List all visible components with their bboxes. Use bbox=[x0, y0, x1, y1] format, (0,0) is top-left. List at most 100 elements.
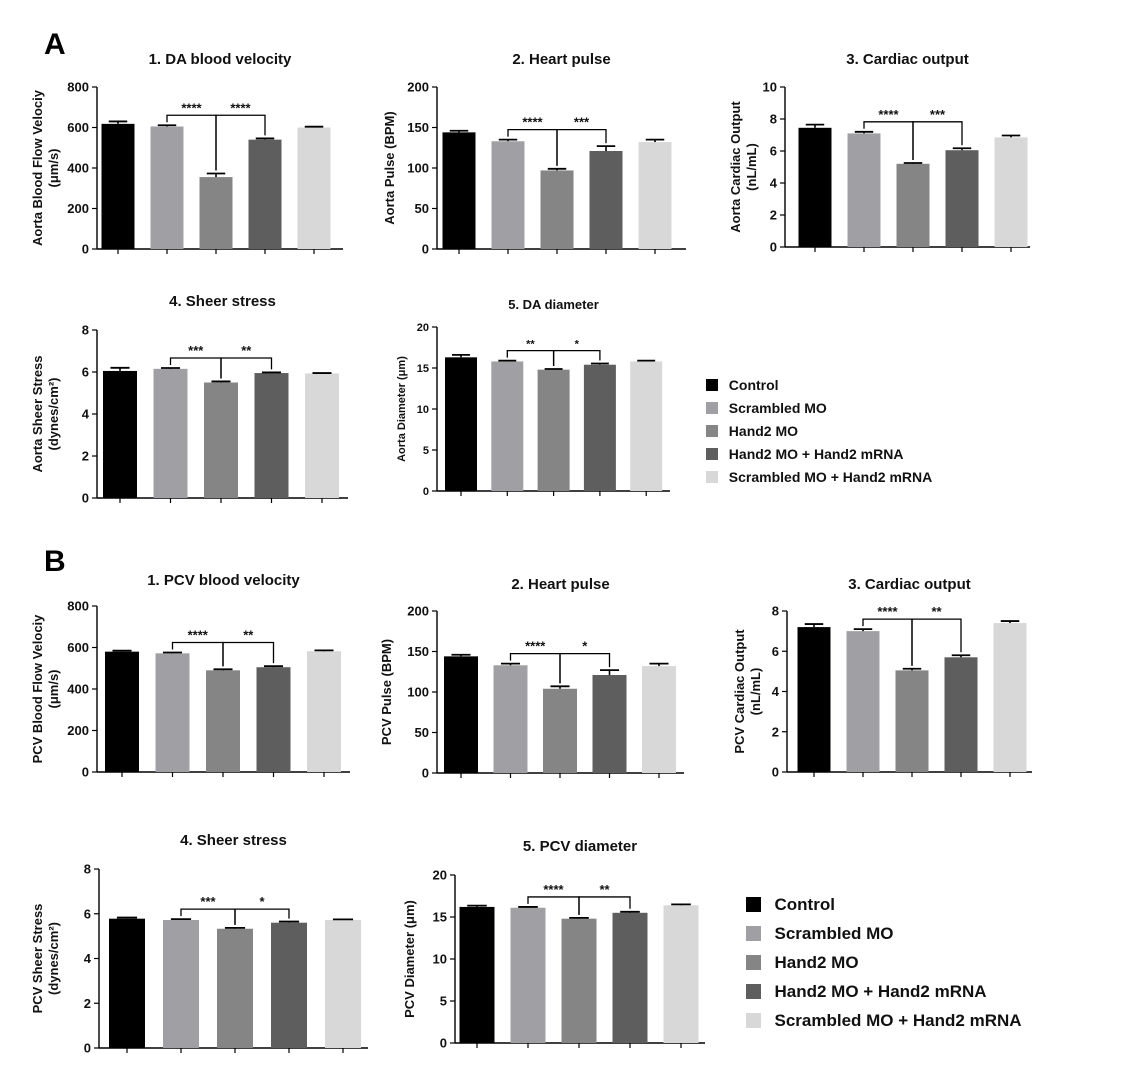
y-tick-label: 600 bbox=[67, 640, 89, 655]
bar-scrambled-mo-hand2-mrna bbox=[305, 373, 339, 498]
legend-swatch bbox=[746, 955, 761, 970]
y-tick-label: 400 bbox=[67, 682, 89, 697]
bar-scrambled-mo bbox=[163, 920, 199, 1048]
bracket-line bbox=[911, 618, 962, 666]
y-tick-label: 800 bbox=[67, 599, 89, 614]
y-axis-label: (nL/mL) bbox=[744, 143, 759, 191]
y-tick-label: 8 bbox=[82, 323, 89, 338]
significance-bracket: ** bbox=[578, 882, 631, 915]
legend-item-control: Control bbox=[706, 373, 932, 396]
y-tick-label: 4 bbox=[84, 951, 92, 966]
bar-control bbox=[797, 627, 831, 772]
y-axis-label: Aorta Blood Flow Velociy bbox=[30, 89, 45, 246]
bar-hand2-mo bbox=[896, 163, 930, 247]
significance-bracket: *** bbox=[912, 107, 963, 160]
legend-label: Scrambled MO + Hand2 mRNA bbox=[728, 468, 933, 485]
y-tick-label: 8 bbox=[772, 604, 779, 619]
significance-label: * bbox=[259, 894, 265, 909]
bar-scrambled-mo-hand2-mrna bbox=[297, 127, 331, 249]
significance-bracket: * bbox=[552, 339, 601, 366]
y-tick-label: 200 bbox=[67, 201, 89, 216]
legend-item-scrambled-mo: Scrambled MO bbox=[706, 396, 932, 419]
bar-scrambled-mo-hand2-mrna bbox=[993, 623, 1027, 772]
bar-scrambled-mo bbox=[493, 665, 528, 773]
bar-hand2-mo bbox=[895, 670, 929, 772]
y-tick-label: 2 bbox=[82, 449, 89, 464]
legend-item-hand2-mo-hand2-mrna: Hand2 MO + Hand2 mRNA bbox=[746, 977, 1022, 1006]
y-axis-label: Aorta Cardiac Output bbox=[728, 101, 743, 233]
y-tick-label: 200 bbox=[407, 604, 429, 619]
y-axis-label: (nL/mL) bbox=[748, 668, 763, 716]
bar-hand2-mo-hand2-mrna bbox=[256, 667, 291, 772]
legend-label: Control bbox=[774, 894, 835, 914]
legend-label: Hand2 MO + Hand2 mRNA bbox=[774, 981, 987, 1001]
y-tick-label: 4 bbox=[770, 176, 778, 191]
y-axis-label: PCV Diameter (μm) bbox=[402, 900, 417, 1018]
bar-control bbox=[442, 132, 476, 249]
bar-control bbox=[445, 357, 477, 491]
bracket-line bbox=[222, 641, 275, 667]
y-tick-label: 0 bbox=[423, 486, 429, 498]
bar-hand2-mo bbox=[543, 688, 577, 773]
bar-control bbox=[798, 127, 832, 247]
chart-title: 2. Heart pulse bbox=[511, 576, 609, 593]
chart-title: 4. Sheer stress bbox=[180, 832, 287, 849]
y-axis-label: (μm/s) bbox=[46, 669, 61, 708]
bar-hand2-mo-hand2-mrna bbox=[248, 139, 282, 249]
y-tick-label: 20 bbox=[417, 322, 429, 334]
panel-letter-a: A bbox=[44, 28, 66, 61]
y-axis-label: Aorta Diameter (μm) bbox=[396, 356, 408, 462]
legend-b: Control Scrambled MO Hand2 MO Hand2 MO + Ha… bbox=[746, 890, 1022, 1035]
y-tick-label: 0 bbox=[422, 242, 429, 257]
bracket-line bbox=[234, 908, 290, 925]
y-tick-label: 6 bbox=[770, 144, 777, 159]
significance-label: *** bbox=[930, 107, 946, 122]
y-tick-label: 5 bbox=[440, 994, 447, 1009]
bar-scrambled-mo bbox=[153, 368, 188, 498]
chart-title: 5. PCV diameter bbox=[523, 838, 637, 855]
bar-hand2-mo-hand2-mrna bbox=[945, 150, 979, 247]
legend-label: Control bbox=[728, 376, 779, 393]
y-tick-label: 200 bbox=[407, 80, 429, 95]
y-tick-label: 2 bbox=[772, 724, 779, 739]
y-axis-label: PCV Blood Flow Velociy bbox=[30, 614, 45, 764]
bracket-line bbox=[215, 114, 266, 171]
bar-hand2-mo bbox=[199, 177, 233, 249]
y-axis-label: PCV Pulse (BPM) bbox=[379, 639, 394, 745]
significance-label: **** bbox=[522, 115, 543, 130]
y-tick-label: 0 bbox=[440, 1036, 447, 1051]
y-tick-label: 0 bbox=[772, 765, 779, 780]
y-axis-label: (dynes/cm²) bbox=[46, 378, 61, 451]
y-tick-label: 5 bbox=[423, 445, 429, 457]
significance-label: **** bbox=[878, 107, 899, 122]
y-tick-label: 4 bbox=[772, 684, 780, 699]
y-tick-label: 0 bbox=[84, 1041, 91, 1056]
significance-label: ** bbox=[526, 339, 535, 351]
y-tick-label: 10 bbox=[417, 404, 429, 416]
y-tick-label: 100 bbox=[407, 161, 429, 176]
bar-hand2-mo-hand2-mrna bbox=[271, 922, 307, 1048]
significance-bracket: * bbox=[559, 639, 611, 684]
legend-swatch bbox=[746, 1013, 761, 1028]
significance-label: **** bbox=[877, 604, 898, 619]
bracket-line bbox=[220, 357, 273, 379]
significance-label: **** bbox=[188, 627, 209, 642]
significance-bracket: *** bbox=[556, 115, 607, 166]
y-tick-label: 10 bbox=[763, 80, 777, 95]
y-tick-label: 15 bbox=[433, 910, 447, 925]
significance-bracket: ** bbox=[222, 627, 275, 667]
bar-hand2-mo bbox=[217, 928, 253, 1048]
bar-control bbox=[103, 370, 137, 498]
legend-item-scrambled-mo-hand2-mrna: Scrambled MO + Hand2 mRNA bbox=[706, 465, 932, 488]
bar-scrambled-mo bbox=[155, 653, 190, 772]
legend-item-scrambled-mo: Scrambled MO bbox=[746, 919, 1022, 948]
bar-scrambled-mo-hand2-mrna bbox=[663, 905, 699, 1043]
legend-swatch bbox=[706, 424, 718, 437]
